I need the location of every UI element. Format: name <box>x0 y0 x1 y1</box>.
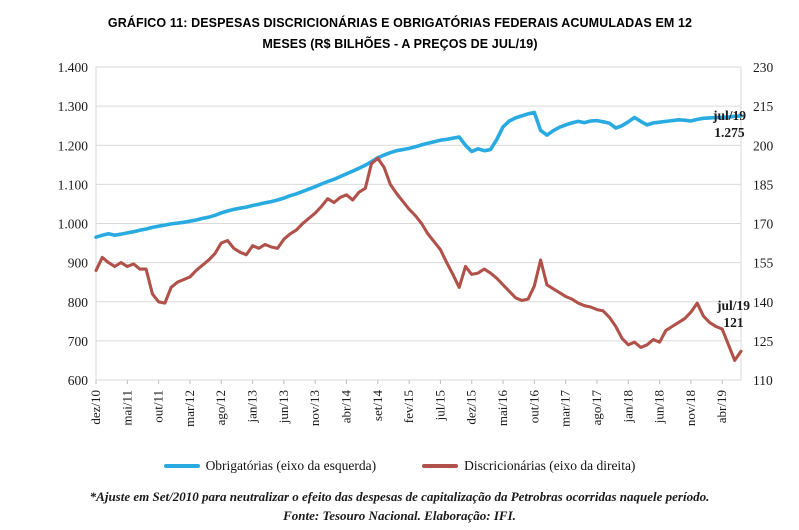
x-axis-tick-label: jun/13 <box>276 390 291 424</box>
left-axis-tick-label: 1.200 <box>58 138 89 153</box>
x-axis-tick-label: jun/18 <box>652 390 667 424</box>
x-axis-tick-label: mai/16 <box>495 390 510 427</box>
legend-item-discricionarias: Discricionárias (eixo da direita) <box>422 458 635 474</box>
chart-title-line1: GRÁFICO 11: DESPESAS DISCRICIONÁRIAS E O… <box>107 16 693 30</box>
obrigatorias-line-swatch <box>163 464 200 468</box>
right-axis-tick-label: 185 <box>753 177 774 192</box>
annotation-discricionarias-date: jul/19 <box>716 298 750 313</box>
annotation-obrigatorias: jul/19 1.275 <box>713 107 746 141</box>
legend: Obrigatórias (eixo da esquerda) Discrici… <box>0 458 799 474</box>
x-axis-tick-label: out/11 <box>151 390 166 423</box>
x-axis-tick-label: fev/15 <box>401 390 416 423</box>
x-axis-tick-label: mai/11 <box>119 390 134 426</box>
chart-title: GRÁFICO 11: DESPESAS DISCRICIONÁRIAS E O… <box>60 13 740 55</box>
line-chart-plot: 1.400 230 1.300 215 1.200 200 1.100 185 1.000 170… <box>58 60 774 427</box>
series-line-obrigatorias <box>94 110 743 239</box>
x-axis-tick-label: jan/18 <box>620 390 635 424</box>
x-axis-tick-label: nov/18 <box>683 390 698 426</box>
x-axis-tick-label: nov/13 <box>307 390 322 426</box>
x-axis-tick-label: set/14 <box>370 390 385 422</box>
chart-title-line2: MESES (R$ BILHÕES - A PREÇOS DE JUL/19) <box>262 37 538 51</box>
right-axis-tick-label: 110 <box>753 373 773 388</box>
series-line-discricionarias <box>94 156 743 362</box>
x-axis-tick-label: mar/12 <box>182 390 197 427</box>
annotation-obrigatorias-date: jul/19 <box>712 108 746 123</box>
left-axis-tick-label: 800 <box>68 295 89 310</box>
left-axis-tick-label: 1.100 <box>58 177 89 192</box>
right-axis-tick-label: 230 <box>753 60 774 75</box>
source-text: Fonte: Tesouro Nacional. Elaboração: IFI… <box>283 508 516 523</box>
right-axis-tick-label: 200 <box>753 138 774 153</box>
left-axis-tick-label: 1.000 <box>58 217 89 232</box>
x-axis-tick-label: abr/14 <box>338 390 353 424</box>
x-axis-tick-label: jan/13 <box>245 390 260 424</box>
x-axis-tick-label: ago/17 <box>589 390 604 426</box>
legend-label-obrigatorias: Obrigatórias (eixo da esquerda) <box>205 458 377 473</box>
chart-footer: *Ajuste em Set/2010 para neutralizar o e… <box>0 487 799 525</box>
x-axis-tick-label: mar/17 <box>558 390 573 427</box>
x-axis-tick-label: jul/15 <box>432 390 447 421</box>
footnote-text: *Ajuste em Set/2010 para neutralizar o e… <box>89 489 710 504</box>
x-axis-tick-label: out/16 <box>526 390 541 424</box>
left-axis-tick-label: 1.400 <box>58 60 89 75</box>
right-axis-tick-label: 155 <box>753 256 774 271</box>
plot-border <box>95 66 742 381</box>
legend-item-obrigatorias: Obrigatórias (eixo da esquerda) <box>163 458 377 474</box>
right-axis-tick-label: 215 <box>753 99 774 114</box>
left-axis-tick-label: 600 <box>68 373 89 388</box>
left-axis-tick-label: 900 <box>68 256 89 271</box>
x-axis-tick-label: dez/10 <box>88 390 103 425</box>
discricionarias-line-swatch <box>422 464 459 468</box>
legend-label-discricionarias: Discricionárias (eixo da direita) <box>464 458 636 473</box>
x-axis-tick-label: abr/19 <box>714 390 729 423</box>
left-axis-tick-label: 700 <box>68 334 89 349</box>
right-axis-tick-label: 140 <box>753 295 774 310</box>
annotation-discricionarias-value: 121 <box>723 315 744 330</box>
annotation-discricionarias: jul/19 121 <box>717 297 750 331</box>
x-axis-tick-label: ago/12 <box>213 390 228 425</box>
x-axis-tick-label: dez/15 <box>464 390 479 425</box>
right-axis-tick-label: 170 <box>753 217 774 232</box>
annotation-obrigatorias-value: 1.275 <box>714 125 745 140</box>
right-axis-tick-label: 125 <box>753 334 774 349</box>
left-axis-tick-label: 1.300 <box>58 99 89 114</box>
